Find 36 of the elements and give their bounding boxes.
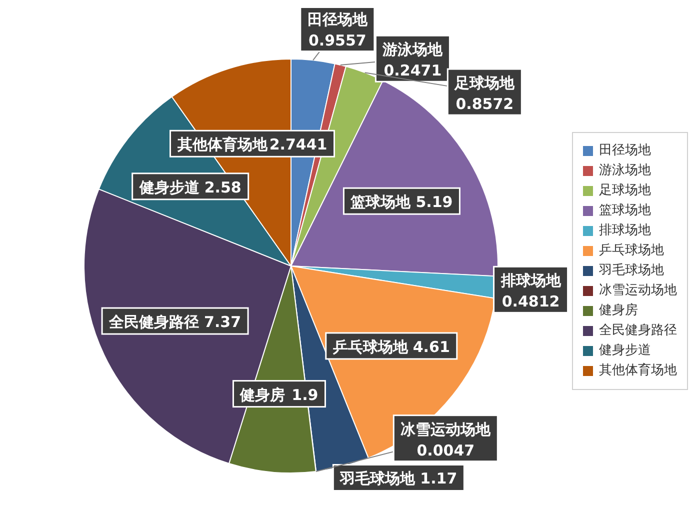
data-label: 7.37 [204,313,242,332]
data-label: 1.9 [292,386,318,404]
slice-label: 健身步道 [138,178,200,196]
legend-label: 其他体育场地 [599,362,677,380]
legend-label: 乒乓球场地 [599,242,664,260]
legend-label: 足球场地 [599,182,651,200]
data-label: 1.17 [420,470,458,488]
data-label: 2.7441 [269,136,328,154]
data-label: 5.19 [416,193,453,212]
data-label: 2.58 [204,178,242,196]
data-label: 0.2471 [384,62,442,80]
slice-label: 羽毛球场地 [339,470,416,488]
legend-label: 排球场地 [599,222,651,240]
slice-label: 全民健身路径 [108,313,200,332]
slice-label: 足球场地 [454,74,516,92]
legend-label: 全民健身路径 [599,322,677,340]
slice-label: 冰雪运动场地 [400,420,492,438]
data-label: 0.0047 [416,441,475,460]
legend-label: 篮球场地 [599,202,651,220]
slice-label: 田径场地 [307,10,368,28]
legend-label: 健身房 [599,302,638,320]
slice-label: 排球场地 [500,272,562,290]
slice-label: 游泳场地 [382,40,444,59]
data-label: 0.9557 [308,31,366,50]
slice-label: 篮球场地 [350,193,412,212]
data-label: 0.8572 [456,95,514,114]
legend-label: 游泳场地 [599,162,651,180]
legend-label: 冰雪运动场地 [599,282,677,300]
slice-label: 乒乓球场地 [332,338,409,356]
slice-label: 健身房 [239,386,286,404]
data-label: 0.4812 [502,292,560,311]
legend-label: 健身步道 [599,342,651,360]
data-label: 4.61 [412,338,450,356]
legend-label: 羽毛球场地 [599,262,664,280]
legend-label: 田径场地 [599,142,651,160]
slice-label: 其他体育场地 [176,136,268,154]
